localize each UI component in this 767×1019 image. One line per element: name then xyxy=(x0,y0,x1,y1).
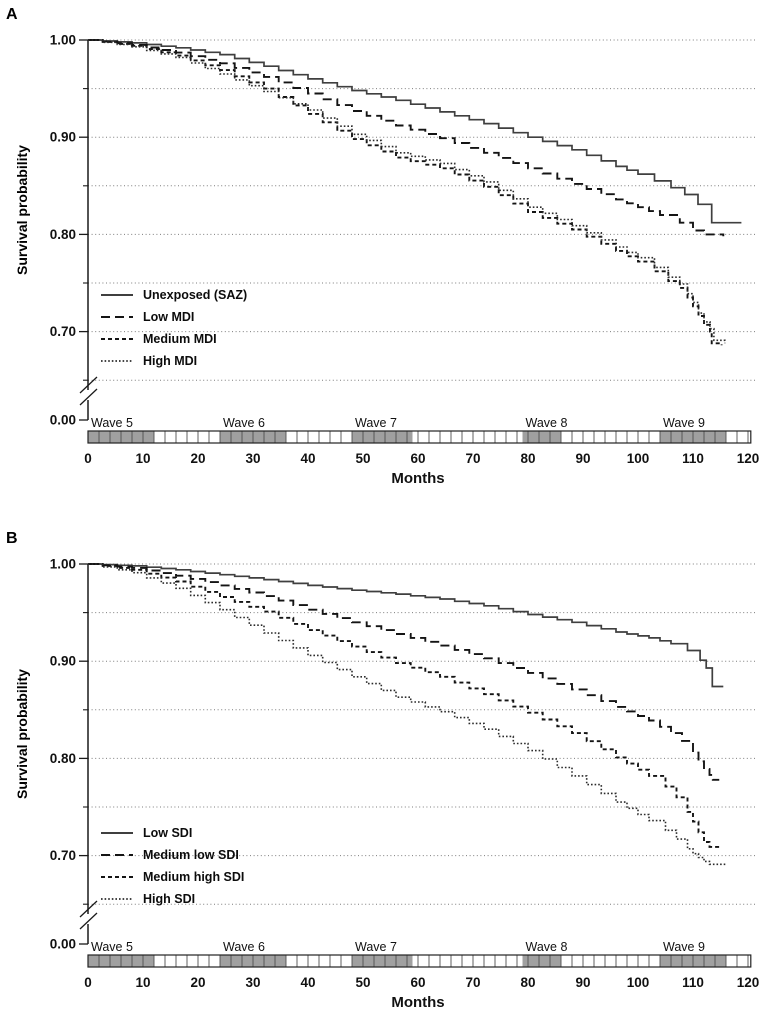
curve-low-mdi xyxy=(88,39,725,237)
legend-item: Low MDI xyxy=(100,306,247,328)
legend-line-sample xyxy=(101,315,133,319)
legend-item-label: High MDI xyxy=(143,354,198,368)
wave-label: Wave 5 xyxy=(91,940,133,954)
legend-item-label: Medium high SDI xyxy=(143,870,245,884)
x-tick-label: 80 xyxy=(520,451,535,466)
curve-high-sdi xyxy=(88,563,727,866)
legend-item: Medium low SDI xyxy=(100,844,244,866)
curve-high-mdi xyxy=(88,39,726,344)
legend-item: Medium MDI xyxy=(100,328,247,350)
legend-item-label: Low SDI xyxy=(143,826,193,840)
axis-break-slash xyxy=(79,388,98,406)
legend-item-label: Medium low SDI xyxy=(143,848,239,862)
x-tick-label: 0 xyxy=(84,451,92,466)
legend-item: High SDI xyxy=(100,888,244,910)
wave-label: Wave 8 xyxy=(526,416,568,430)
wave-label: Wave 5 xyxy=(91,416,133,430)
panel-b-label: B xyxy=(6,530,18,547)
x-tick-label: 10 xyxy=(135,975,150,990)
legend-line-sample xyxy=(101,294,133,296)
legend-line-sample xyxy=(101,875,133,879)
curve-medium-mdi xyxy=(88,39,723,346)
curve-unexposed-saz- xyxy=(88,39,742,224)
axis-break-slash xyxy=(79,900,98,918)
wave-label: Wave 7 xyxy=(355,940,397,954)
wave-bar-border xyxy=(87,430,752,444)
x-tick-label: 70 xyxy=(465,975,480,990)
x-tick-label: 0 xyxy=(84,975,92,990)
x-tick-label: 20 xyxy=(190,975,205,990)
wave-label: Wave 8 xyxy=(526,940,568,954)
legend-panel-a: Unexposed (SAZ) Low MDI Medium MDI High … xyxy=(100,284,247,372)
legend-line-sample xyxy=(101,853,133,857)
curve-low-sdi xyxy=(88,563,724,688)
y-tick-label: 1.00 xyxy=(50,33,76,48)
wave-bar-border xyxy=(87,954,752,968)
legend-item-label: Medium MDI xyxy=(143,332,217,346)
wave-label: Wave 9 xyxy=(663,416,705,430)
legend-item-label: Low MDI xyxy=(143,310,195,324)
x-tick-label: 50 xyxy=(355,451,370,466)
curve-medium-high-sdi xyxy=(88,563,721,849)
axis-break-slash xyxy=(79,376,98,394)
y-tick-label: 0.90 xyxy=(50,130,76,145)
legend-item: Medium high SDI xyxy=(100,866,244,888)
legend-item: High MDI xyxy=(100,350,247,372)
x-tick-label: 110 xyxy=(682,451,704,466)
y-tick-label-zero: 0.00 xyxy=(50,413,76,428)
x-tick-label: 90 xyxy=(575,451,590,466)
wave-label: Wave 7 xyxy=(355,416,397,430)
y-tick-label: 1.00 xyxy=(50,557,76,572)
x-tick-label: 30 xyxy=(245,451,260,466)
wave-bar-segment xyxy=(522,955,561,967)
x-axis-title: Months xyxy=(391,994,444,1011)
wave-bar-segment xyxy=(522,431,561,443)
wave-label: Wave 9 xyxy=(663,940,705,954)
x-tick-label: 60 xyxy=(410,975,425,990)
wave-bar-segment xyxy=(352,431,413,443)
x-tick-label: 120 xyxy=(737,975,760,990)
x-tick-label: 40 xyxy=(300,451,315,466)
legend-item: Low SDI xyxy=(100,822,244,844)
y-tick-label: 0.70 xyxy=(50,848,76,863)
legend-line-sample xyxy=(101,360,133,362)
x-tick-label: 70 xyxy=(465,451,480,466)
survival-chart-panel-a: 1.00 0.90 0.80 0.70 0.00 Wave 5 Wave 6 Wave 7 Wa… xyxy=(50,33,760,488)
wave-bar-segment xyxy=(352,955,413,967)
curve-medium-low-sdi xyxy=(88,563,720,781)
y-tick-label: 0.70 xyxy=(50,324,76,339)
x-tick-label: 30 xyxy=(245,975,260,990)
y-tick-label: 0.80 xyxy=(50,227,76,242)
x-tick-label: 90 xyxy=(575,975,590,990)
legend-item-label: Unexposed (SAZ) xyxy=(143,288,248,302)
x-tick-label: 50 xyxy=(355,975,370,990)
wave-label: Wave 6 xyxy=(223,940,265,954)
x-tick-label: 110 xyxy=(682,975,704,990)
legend-item-label: High SDI xyxy=(143,892,196,906)
x-tick-label: 10 xyxy=(135,451,150,466)
x-tick-label: 40 xyxy=(300,975,315,990)
survival-chart-panel-b: 1.00 0.90 0.80 0.70 0.00 Wave 5 Wave 6 Wave 7 Wa… xyxy=(50,557,760,1012)
panel-a-label: A xyxy=(6,6,18,23)
x-tick-label: 20 xyxy=(190,451,205,466)
legend-panel-b: Low SDI Medium low SDI Medium high SDI H… xyxy=(100,822,244,910)
y-tick-label: 0.90 xyxy=(50,654,76,669)
wave-label: Wave 6 xyxy=(223,416,265,430)
x-tick-label: 100 xyxy=(627,451,650,466)
x-tick-label: 80 xyxy=(520,975,535,990)
legend-line-sample xyxy=(101,832,133,834)
legend-line-sample xyxy=(101,898,133,900)
legend-line-sample xyxy=(101,337,133,341)
x-axis-title: Months xyxy=(391,470,444,487)
legend-item: Unexposed (SAZ) xyxy=(100,284,247,306)
x-tick-label: 60 xyxy=(410,451,425,466)
axis-break-slash xyxy=(79,912,98,930)
y-tick-label: 0.80 xyxy=(50,751,76,766)
x-tick-label: 100 xyxy=(627,975,650,990)
y-tick-label-zero: 0.00 xyxy=(50,937,76,952)
x-tick-label: 120 xyxy=(737,451,760,466)
